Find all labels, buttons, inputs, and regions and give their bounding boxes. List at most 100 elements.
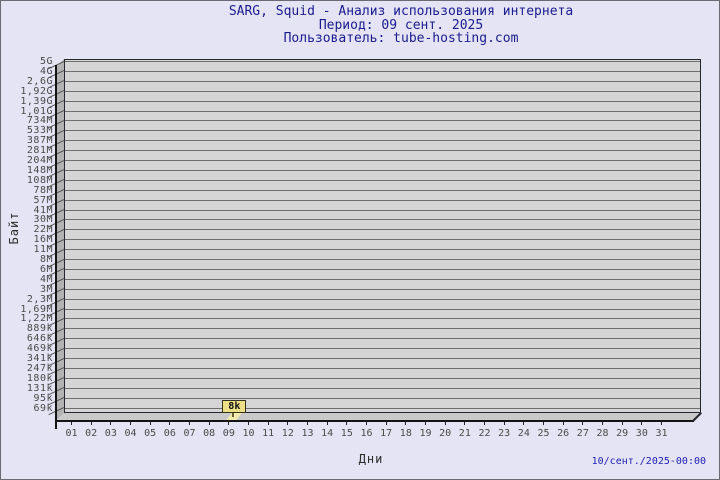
x-tick-label: 04 [124, 428, 137, 439]
x-tick-label: 05 [144, 428, 157, 439]
x-tick-label: 02 [85, 428, 98, 439]
y-tick-label: 469k [26, 343, 53, 355]
x-tick-label: 16 [360, 428, 373, 439]
y-tick-label: 78M [33, 184, 53, 196]
x-axis-title: Дни [358, 452, 384, 466]
x-tick-mark [464, 421, 466, 425]
x-tick-mark [71, 421, 72, 425]
x-tick-mark [602, 421, 603, 425]
y-tick-label: 204M [26, 155, 53, 166]
gridline [65, 70, 700, 72]
gridline [65, 308, 700, 310]
y-tick-label: 4M [39, 273, 53, 285]
gridline [65, 80, 700, 82]
y-tick-label: 57M [33, 194, 53, 206]
x-tick-label: 15 [340, 428, 353, 439]
y-tick-label: 148M [26, 164, 53, 176]
y-tick-label: 1,39G [20, 95, 53, 107]
x-tick-label: 18 [399, 428, 412, 439]
y-tick-label: 108M [26, 174, 53, 186]
y-tick-label: 281M [26, 145, 53, 157]
y-tick-label: 16M [33, 234, 53, 246]
gridline [65, 100, 700, 102]
gridline [65, 407, 700, 409]
gridline [65, 288, 700, 290]
gridline [65, 169, 700, 171]
y-tick-label: 1,69M [20, 303, 53, 315]
gridline [65, 239, 700, 241]
x-tick-label: 28 [596, 428, 609, 439]
x-tick-mark [444, 421, 446, 425]
x-tick-mark [503, 421, 505, 425]
gridline [65, 338, 700, 340]
x-tick-label: 12 [281, 428, 294, 439]
gridline [65, 268, 700, 270]
gridline [65, 110, 700, 112]
y-tick-label: 533M [26, 125, 53, 137]
y-tick-label: 1,92G [20, 85, 53, 97]
x-tick-label: 07 [183, 428, 196, 439]
y-tick-label: 734M [26, 115, 53, 127]
x-tick-label: 27 [576, 428, 589, 439]
x-tick-mark [169, 421, 171, 425]
value-callout: 8k [222, 400, 247, 413]
gridline [65, 179, 700, 181]
gridline [65, 377, 700, 379]
gridline [65, 259, 700, 260]
gridline [65, 249, 700, 251]
x-tick-label: 24 [517, 428, 530, 439]
y-tick-label: 2,3M [26, 293, 53, 305]
x-tick-mark [641, 421, 643, 425]
x-tick-label: 17 [380, 428, 393, 439]
y-tick-label: 1,01G [20, 105, 53, 117]
x-tick-label: 20 [439, 428, 452, 439]
x-tick-mark [228, 421, 230, 425]
x-tick-mark [366, 421, 367, 425]
x-tick-mark [326, 421, 328, 425]
y-tick-label: 247k [26, 362, 53, 374]
x-tick-label: 19 [419, 428, 432, 439]
y-tick-label: 11M [33, 244, 53, 256]
x-tick-label: 08 [203, 428, 216, 439]
chart-period: Период: 09 сент. 2025 [318, 17, 484, 33]
gridline [65, 199, 700, 201]
x-tick-mark [267, 421, 269, 425]
y-tick-label: 3M [39, 283, 53, 295]
y-tick-label: 646k [26, 333, 53, 345]
plot-area [64, 59, 701, 413]
gridline [65, 130, 700, 132]
gridline [65, 318, 700, 320]
y-tick-label: 180k [26, 372, 53, 384]
x-tick-mark [484, 421, 485, 425]
gridline [65, 298, 700, 300]
y-tick-label: 889k [26, 323, 53, 335]
x-tick-mark [208, 421, 210, 425]
x-tick-mark [130, 421, 131, 425]
x-tick-mark [189, 421, 190, 425]
x-tick-label: 10 [242, 428, 255, 439]
gridline [65, 120, 700, 122]
x-tick-mark [346, 421, 348, 425]
y-tick-label: 131k [26, 382, 53, 394]
x-tick-mark [287, 421, 289, 425]
x-tick-label: 30 [635, 428, 648, 439]
y-tick-label: 6M [39, 263, 53, 275]
x-tick-mark [523, 421, 525, 425]
x-tick-label: 22 [478, 428, 491, 439]
x-tick-label: 09 [222, 428, 235, 439]
x-tick-mark [425, 421, 426, 425]
x-tick-mark [385, 421, 387, 425]
y-tick-label: 95k [33, 392, 53, 404]
x-tick-label: 11 [262, 428, 275, 439]
gridline [65, 219, 700, 221]
x-tick-label: 14 [321, 428, 334, 439]
y-tick-label: 30M [33, 214, 53, 226]
gridline [65, 140, 700, 142]
x-tick-label: 01 [65, 428, 78, 439]
gridline [65, 61, 700, 62]
y-tick-label: 22M [33, 224, 53, 236]
x-tick-label: 31 [655, 428, 668, 439]
x-tick-mark [248, 421, 249, 425]
gridline [65, 278, 700, 280]
data-bar [224, 413, 242, 422]
